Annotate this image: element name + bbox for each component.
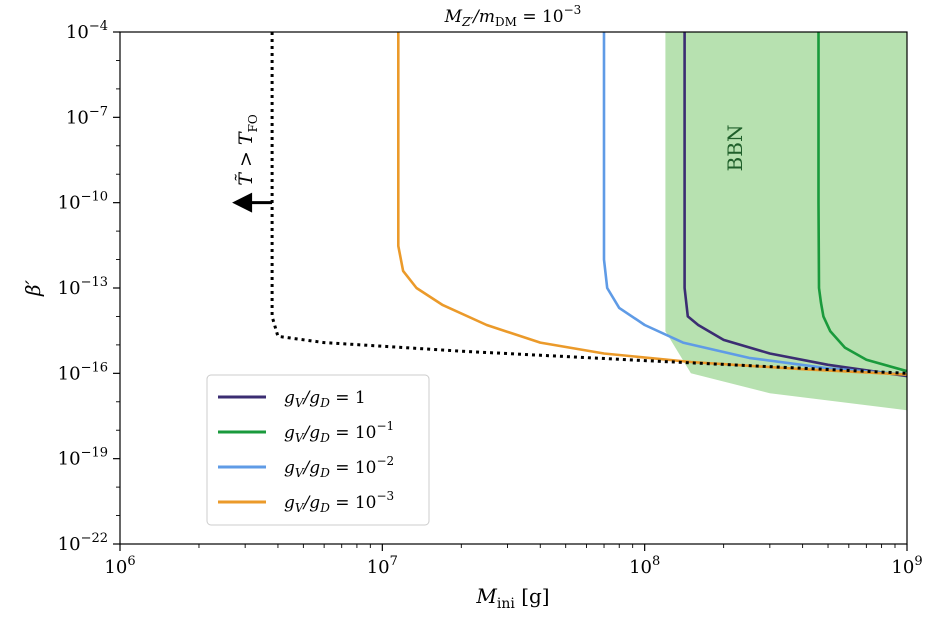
legend-box	[206, 374, 430, 526]
x-axis-label: Mini [g]	[475, 584, 549, 612]
y-tick-label: 10−19	[58, 446, 108, 470]
series-line-2	[602, 32, 907, 376]
x-tick-label: 108	[629, 554, 660, 578]
y-tick-label: 10−22	[58, 531, 108, 555]
legend-entry-label: gV/gD = 10−1	[284, 419, 394, 445]
bbn-region-label: BBN	[723, 125, 747, 172]
series-line-0	[683, 32, 907, 378]
tick-layer: 106 107 108 109 10−22 10−19 10−16 10−13 10−10 10−…	[58, 19, 923, 578]
freeze-out-label: T̃ > TFO	[235, 114, 260, 186]
x-tick-label: 107	[367, 554, 398, 578]
series-line-1	[817, 32, 907, 373]
y-axis-label: β′	[21, 279, 45, 297]
annotation-layer: T̃ > TFO	[232, 114, 273, 213]
x-tick-label: 109	[891, 554, 922, 578]
legend: gV/gD = 1 gV/gD = 10−1 gV/gD = 10−2 gV/gD =…	[206, 374, 430, 526]
y-tick-label: 10−10	[58, 190, 108, 214]
y-tick-label: 10−7	[66, 104, 108, 128]
legend-entry-label: gV/gD = 1	[284, 388, 366, 410]
y-tick-label: 10−4	[66, 19, 108, 43]
chart-title: MZ′/mDM = 10−3	[444, 3, 582, 29]
region-label-layer: BBN	[723, 125, 747, 172]
freeze-out-boundary-line	[270, 32, 907, 375]
y-tick-label: 10−16	[58, 360, 108, 384]
bbn-region-layer	[665, 32, 907, 411]
bbn-region	[665, 32, 907, 411]
x-tick-label: 106	[104, 554, 135, 578]
series-layer	[270, 32, 907, 378]
y-tick-label: 10−13	[58, 275, 108, 299]
legend-entry-label: gV/gD = 10−3	[284, 489, 394, 515]
arrow-left-icon	[232, 192, 253, 213]
legend-entry-label: gV/gD = 10−2	[284, 454, 394, 480]
